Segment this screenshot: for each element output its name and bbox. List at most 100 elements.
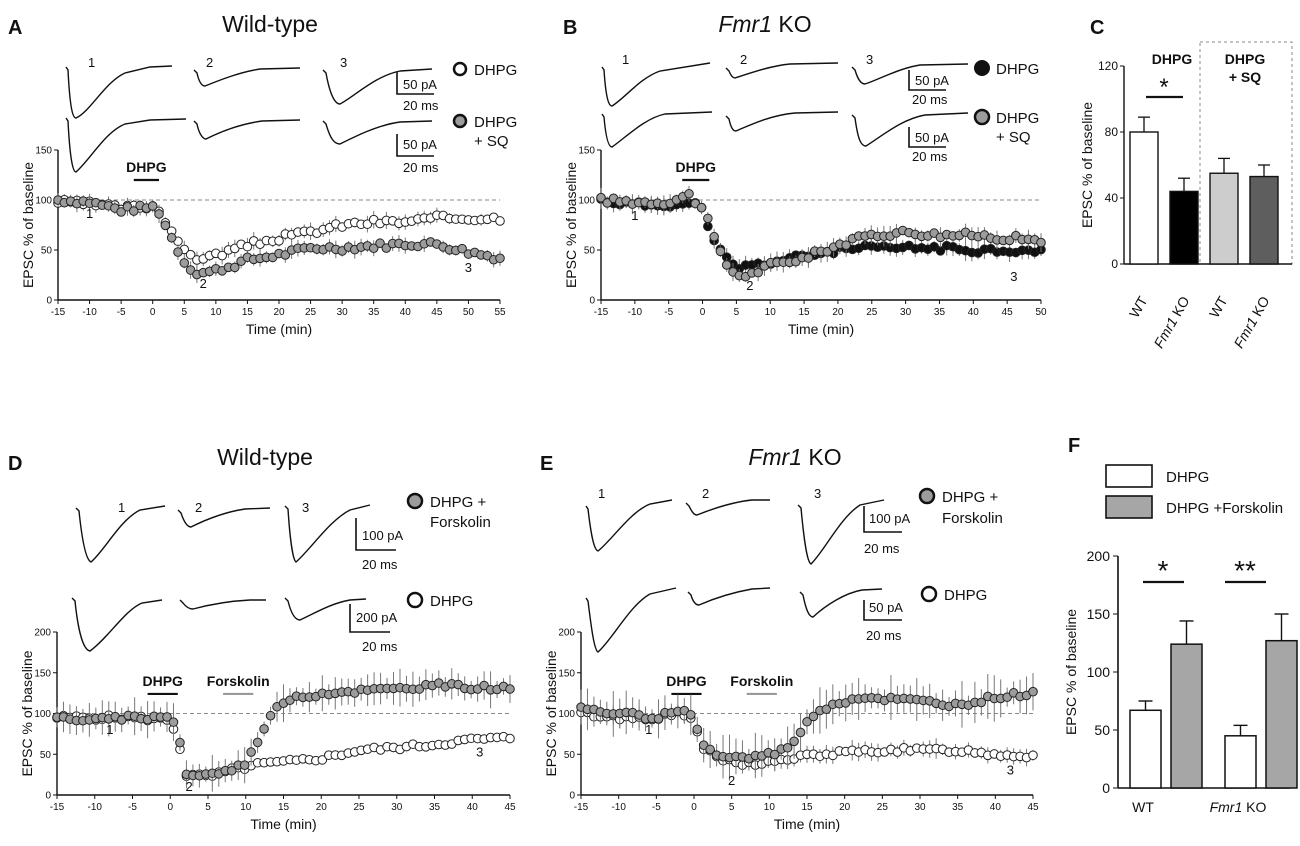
data-point <box>242 241 253 252</box>
trace-a-sq-3 <box>322 120 433 145</box>
trace-b-sq-1 <box>601 111 713 148</box>
scalebar-e2-time: 20 ms <box>866 628 902 643</box>
trace-a-dhpg-3 <box>322 68 433 105</box>
x-tick-label: 20 <box>316 802 328 813</box>
data-point <box>684 188 694 199</box>
trace-d-dhpg-1 <box>71 597 163 652</box>
legend-f-dhpg: DHPG <box>1166 469 1209 486</box>
panel-c-xlabel-4: Fmr1 KO <box>1230 293 1272 350</box>
data-point <box>246 747 256 757</box>
y-tick-label: 200 <box>558 628 575 639</box>
x-tick-label: -15 <box>574 802 589 813</box>
panel-e-title-gene: Fmr1 <box>748 444 802 470</box>
x-tick-label: 5 <box>734 307 740 318</box>
x-tick-label: -15 <box>50 802 65 813</box>
y-tick-label: 150 <box>1087 606 1111 622</box>
trace-number-d1: 1 <box>118 500 125 515</box>
panel-label-b: B <box>563 17 577 39</box>
y-tick-label: 0 <box>569 791 575 802</box>
scalebar-b-bottom <box>908 127 946 148</box>
legend-b-sq-line1: DHPG <box>996 110 1039 127</box>
drug-bar-label: DHPG <box>142 673 183 689</box>
data-point <box>239 760 250 771</box>
panel-f-xlabel-ko-gene: Fmr1 <box>1210 799 1243 815</box>
data-point <box>696 202 707 213</box>
x-tick-label: 35 <box>368 307 380 318</box>
y-tick-label: 50 <box>40 750 52 761</box>
drug-bar-label: DHPG <box>676 159 717 175</box>
y-tick-label: 200 <box>34 628 51 639</box>
y-axis-label: EPSC % of baseline <box>563 162 579 288</box>
x-tick-label: 25 <box>305 307 317 318</box>
data-point <box>705 744 715 755</box>
trace-b-dhpg-3 <box>851 63 969 85</box>
x-tick-label: 20 <box>273 307 285 318</box>
data-point <box>802 716 812 727</box>
scalebar-a-top <box>396 72 434 95</box>
y-tick-label: 50 <box>564 750 576 761</box>
data-point <box>715 246 726 257</box>
trace-number-d3: 3 <box>302 500 309 515</box>
y-axis-label: EPSC % of baseline <box>19 650 35 776</box>
panel-b-title-rest: KO <box>778 11 811 37</box>
data-point <box>116 715 127 725</box>
trace-number-e3: 3 <box>814 486 821 501</box>
y-tick-label: 0 <box>1111 257 1118 271</box>
trace-number-b2: 2 <box>740 52 747 67</box>
trace-b-dhpg-1 <box>601 62 711 107</box>
x-tick-label: 10 <box>764 802 776 813</box>
legend-f-dhpg-swatch <box>1105 464 1153 488</box>
legend-e-dhpg-marker <box>920 585 938 603</box>
plot-a: -15 -10 -5 0 5 10 15 20 25 30 35 40 45 50 55 0 50 100 150 T… <box>20 146 506 338</box>
panel-f-xlabel-wt: WT <box>1132 799 1154 815</box>
y-tick-label: 200 <box>1087 548 1111 564</box>
legend-a-dhpg: DHPG <box>474 62 517 79</box>
scalebar-d2-time: 20 ms <box>362 639 398 654</box>
drug-bar-label: Forskolin <box>730 673 793 689</box>
data-point <box>828 750 838 761</box>
data-point <box>505 733 515 744</box>
data-point <box>162 712 172 722</box>
timepoint-label: 3 <box>476 745 483 760</box>
x-tick-label: 20 <box>839 802 851 813</box>
panel-f-significance-ko: ** <box>1234 555 1256 586</box>
x-tick-label: 40 <box>400 307 412 318</box>
y-tick-label: 150 <box>558 668 575 679</box>
bar <box>1224 735 1257 789</box>
data-point <box>166 232 177 243</box>
x-tick-label: 25 <box>866 307 878 318</box>
data-point <box>1028 686 1038 697</box>
legend-d-fsk-line1: DHPG + <box>430 494 487 511</box>
trace-a-dhpg-1 <box>65 65 173 119</box>
y-tick-label: 50 <box>41 246 53 257</box>
panel-d-traces <box>71 504 371 652</box>
panel-b-title-gene: Fmr1 <box>718 11 772 37</box>
y-tick-label: 150 <box>34 668 51 679</box>
y-tick-label: 0 <box>589 296 595 307</box>
scalebar-d-top <box>355 518 396 551</box>
legend-e-fsk-line1: DHPG + <box>942 489 999 506</box>
drug-bar-label: DHPG <box>126 159 167 175</box>
data-point <box>822 247 833 257</box>
y-tick-label: 0 <box>1102 780 1110 796</box>
panel-e-title-rest: KO <box>808 444 841 470</box>
trace-d-fsk-1 <box>75 505 166 563</box>
x-tick-label: 25 <box>877 802 889 813</box>
trace-e-dhpg-1 <box>585 587 677 653</box>
trace-d-fsk-3 <box>284 504 371 563</box>
x-tick-label: 30 <box>914 802 926 813</box>
data-point <box>1036 237 1046 248</box>
data-point <box>185 249 196 260</box>
panel-f-xlabel-ko-rest: KO <box>1246 799 1266 815</box>
legend-d-dhpg: DHPG <box>430 593 473 610</box>
data-point <box>168 717 179 727</box>
trace-d-fsk-2 <box>177 507 271 528</box>
scalebar-d2-current: 200 pA <box>356 610 398 625</box>
trace-e-fsk-1 <box>585 499 673 552</box>
y-axis-label: EPSC % of baseline <box>1079 102 1095 228</box>
panel-c-xlabel-1: WT <box>1126 293 1151 320</box>
y-tick-label: 40 <box>1105 191 1119 205</box>
panel-f-xlabel-ko: Fmr1 KO <box>1210 799 1267 815</box>
plot-e: -15 -10 -5 0 5 10 15 20 25 30 35 40 45 0 50 100 150 200 Ti… <box>543 628 1039 833</box>
timepoint-label: 2 <box>728 773 735 788</box>
